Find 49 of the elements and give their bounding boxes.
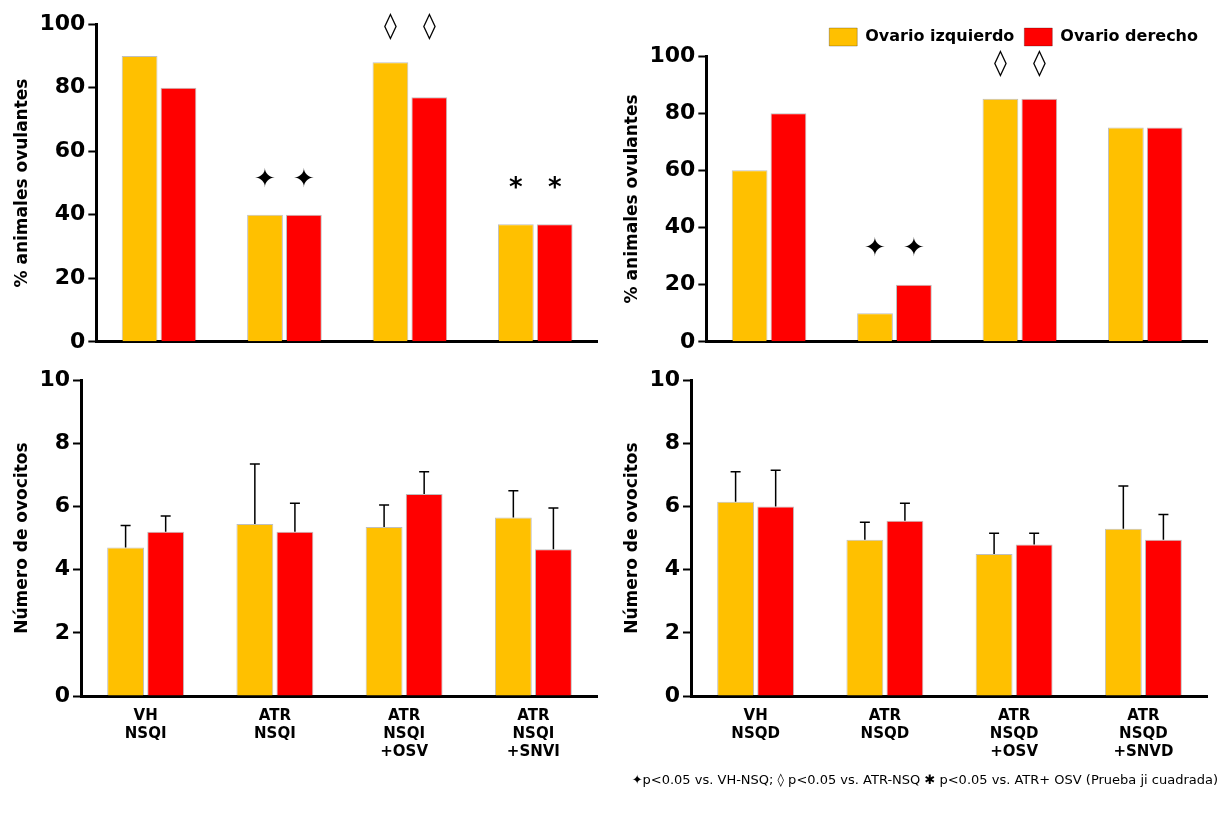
y-tick-label: 8 [664,429,681,455]
x-tick-label: ATR NSQD [860,705,910,742]
y-tick-label: 6 [54,492,71,518]
data-label: ◊ [994,46,1007,78]
legend-label: Ovario izquierdo [865,26,1015,46]
y-tick-label: 0 [70,327,86,353]
data-label: ◊ [384,10,397,42]
data-label: * [509,172,524,203]
y-tick-label: 80 [664,98,696,124]
y-tick-label: 20 [54,264,86,289]
x-tick-label: VH NSQI [124,705,167,742]
y-axis-title: Número de ovocitos [620,442,641,634]
y-tick-label: 0 [680,327,696,353]
x-tick-label: ATR NSQI +SNVI [506,705,560,760]
y-tick-label: 40 [54,200,86,226]
data-label: ✦ [902,232,925,263]
x-tick-label: ATR NSQI +OSV [380,705,429,760]
y-axis-title: % animales ovulantes [10,78,31,288]
x-tick-label: ATR NSQD +SNVD [1113,705,1174,760]
x-tick-label: VH NSQD [731,705,780,742]
y-axis-title: % animales ovulantes [620,94,641,304]
y-tick-label: 20 [664,270,696,296]
y-tick-label: 6 [664,492,681,518]
data-label: * [547,172,562,203]
data-label: ✦ [864,232,886,263]
y-tick-label: 10 [649,365,681,391]
data-label: ◊ [1032,46,1046,78]
data-label: ✦ [254,162,276,193]
y-axis-title: Número de ovocitos [10,442,31,634]
y-tick-label: 60 [54,136,86,162]
y-tick-label: 40 [664,213,696,239]
data-label: ◊ [422,10,436,42]
y-tick-label: 100 [39,9,86,35]
y-tick-label: 4 [664,555,681,581]
y-tick-label: 0 [54,681,71,707]
x-tick-label: ATR NSQI [254,705,296,742]
legend-label: Ovario derecho [1060,26,1199,46]
y-tick-label: 10 [39,365,71,391]
data-label: ✦ [292,162,315,193]
y-tick-label: 60 [664,156,696,182]
text: ✦p<0.05 vs. VH-NSQ; ◊ p<0.05 vs. ATR-NSQ ✱ p<0.05 vs. ATR+ OSV (Prueba ji cuadrada) [631,772,1218,787]
y-tick-label: 8 [54,429,71,455]
y-tick-label: 2 [664,618,681,644]
y-tick-label: 100 [649,41,696,67]
y-tick-label: 2 [54,618,71,644]
y-tick-label: 4 [54,555,71,581]
y-tick-label: 80 [54,73,86,99]
x-tick-label: ATR NSQD +OSV [989,705,1039,760]
y-tick-label: 0 [664,681,681,707]
